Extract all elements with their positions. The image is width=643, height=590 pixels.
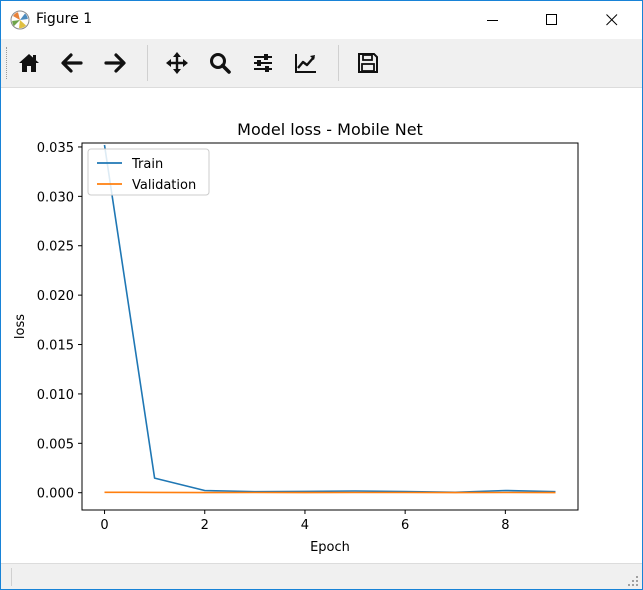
matplotlib-app-icon — [10, 10, 30, 30]
legend-label-validation: Validation — [132, 178, 196, 193]
minimize-button[interactable] — [470, 1, 516, 39]
floppy-disk-icon — [358, 53, 378, 73]
y-tick-label: 0.005 — [37, 437, 74, 452]
pan-button[interactable] — [159, 45, 195, 81]
toolbar-grip[interactable] — [6, 47, 10, 79]
move-icon — [166, 52, 188, 74]
y-tick-label: 0.010 — [37, 388, 74, 403]
arrow-left-icon — [61, 53, 83, 73]
y-tick-label: 0.015 — [37, 339, 74, 354]
status-bar — [1, 563, 642, 589]
chart-title: Model loss - Mobile Net — [237, 120, 423, 139]
close-icon — [606, 14, 618, 26]
navigation-toolbar — [1, 39, 642, 88]
edit-axis-button[interactable] — [288, 45, 324, 81]
forward-button[interactable] — [97, 45, 133, 81]
line-chart-icon — [295, 54, 316, 73]
title-bar[interactable]: Figure 1 — [1, 1, 642, 39]
y-tick-label: 0.000 — [37, 487, 74, 502]
home-icon — [19, 54, 39, 72]
axes-frame — [81, 142, 579, 511]
maximize-icon — [546, 14, 557, 25]
close-button[interactable] — [589, 1, 635, 39]
legend-label-train: Train — [131, 157, 163, 172]
sliders-icon — [254, 54, 272, 72]
back-button[interactable] — [54, 45, 90, 81]
y-tick-label: 0.030 — [37, 190, 74, 205]
y-axis-label: loss — [13, 314, 28, 339]
home-button[interactable] — [11, 45, 47, 81]
x-tick-label: 6 — [401, 518, 409, 533]
y-tick-label: 0.035 — [37, 141, 74, 156]
search-icon — [210, 53, 231, 74]
loss-chart: 0 2 4 6 8 0.000 0.005 0.010 0.015 0.020 0.025 0.030… — [13, 120, 579, 555]
y-tick-label: 0.025 — [37, 240, 74, 255]
x-axis-label: Epoch — [310, 540, 350, 555]
toolbar-separator — [147, 45, 148, 81]
status-divider — [11, 568, 12, 586]
maximize-button[interactable] — [529, 1, 575, 39]
resize-grip-icon[interactable] — [627, 575, 639, 587]
minimize-icon — [487, 20, 498, 21]
x-tick-label: 4 — [301, 518, 309, 533]
x-tick-label: 0 — [100, 518, 108, 533]
arrow-right-icon — [104, 53, 126, 73]
toolbar-separator — [338, 45, 339, 81]
configure-subplots-button[interactable] — [245, 45, 281, 81]
figure-canvas[interactable]: 0 2 4 6 8 0.000 0.005 0.010 0.015 0.020 0.025 0.030… — [1, 88, 642, 562]
zoom-button[interactable] — [202, 45, 238, 81]
y-tick-label: 0.020 — [37, 289, 74, 304]
x-tick-label: 2 — [201, 518, 209, 533]
window-title: Figure 1 — [36, 11, 93, 27]
series-line-train — [103, 144, 556, 494]
x-tick-label: 8 — [501, 518, 509, 533]
save-button[interactable] — [350, 45, 386, 81]
